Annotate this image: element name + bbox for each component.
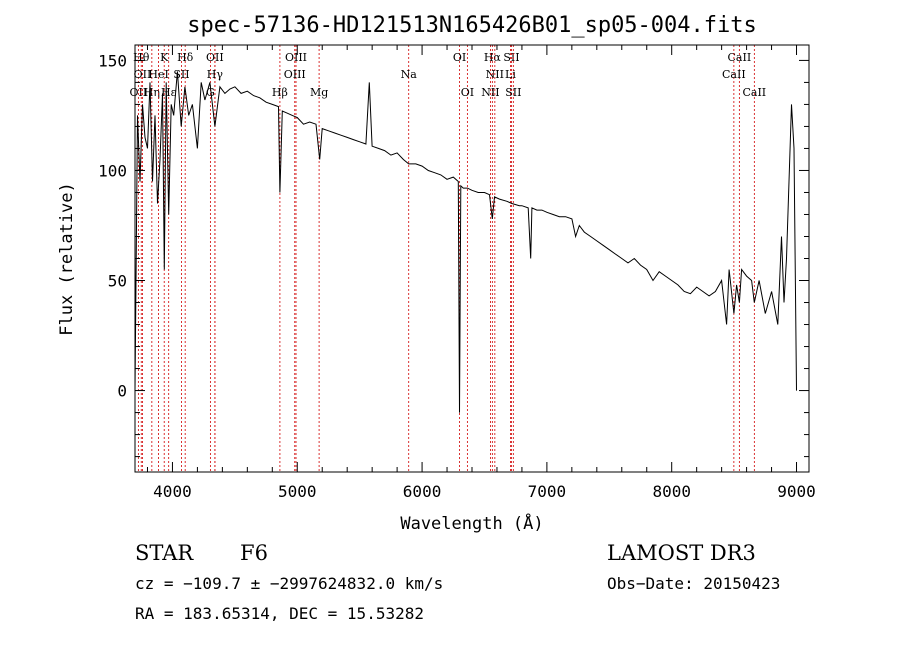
marker-label-6: Hε — [161, 86, 177, 99]
marker-label-10: Hγ — [207, 68, 224, 81]
marker-label-16: Na — [401, 68, 418, 81]
marker-label-12: Hβ — [272, 86, 288, 99]
coordinates: RA = 183.65314, DEC = 15.53282 — [135, 604, 424, 623]
marker-label-14: OIII — [284, 68, 306, 81]
marker-label-26: CaII — [722, 68, 746, 81]
spectrum-line — [134, 71, 797, 413]
x-axis-ticks: 4000 5000 6000 7000 8000 9000 — [146, 45, 816, 501]
marker-label-25: CaII — [728, 51, 752, 64]
y-tick-label-2: 100 — [98, 161, 127, 180]
marker-label-24: SII — [505, 86, 521, 99]
x-tick-label-1: 5000 — [278, 482, 317, 501]
survey-name: LAMOST DR3 — [607, 541, 756, 565]
redshift-info: cz = −109.7 ± −2997624832.0 km/s — [135, 574, 443, 593]
marker-label-18: OI — [461, 86, 474, 99]
marker-label-13: OIII — [285, 51, 307, 64]
chart-title: spec-57136-HD121513N165426B01_sp05-004.f… — [187, 13, 757, 38]
observation-date: Obs−Date: 20150423 — [607, 574, 780, 593]
object-class: STAR — [135, 541, 194, 565]
marker-label-19: Hα — [484, 51, 502, 64]
marker-label-21: NII — [486, 68, 504, 81]
object-subclass: F6 — [240, 541, 268, 565]
plot-frame — [134, 44, 810, 473]
marker-label-15: Mg — [310, 86, 328, 99]
marker-label-1: Hθ — [133, 51, 150, 64]
y-tick-label-1: 50 — [108, 272, 127, 291]
x-tick-label-5: 9000 — [777, 482, 816, 501]
marker-label-17: OI — [453, 51, 466, 64]
marker-label-4: K — [160, 51, 169, 64]
marker-label-7: Hδ — [177, 51, 194, 64]
y-tick-label-0: 0 — [117, 382, 127, 401]
x-axis-label: Wavelength (Å) — [400, 512, 543, 534]
marker-label-11: G — [206, 86, 215, 99]
marker-label-2: OII — [134, 68, 152, 81]
spectrum-series — [134, 71, 797, 413]
y-tick-label-3: 150 — [98, 51, 127, 70]
marker-label-27: CaII — [742, 86, 766, 99]
marker-label-8: SII — [173, 68, 189, 81]
y-axis-ticks: 0 50 100 150 — [98, 51, 809, 458]
marker-label-3: Hη — [144, 86, 160, 99]
x-tick-label-2: 6000 — [403, 482, 442, 501]
x-tick-label-4: 8000 — [652, 482, 691, 501]
y-axis-label: Flux (relative) — [57, 182, 77, 336]
x-tick-label-0: 4000 — [153, 482, 192, 501]
marker-label-20: SII — [503, 51, 519, 64]
marker-label-23: NII — [481, 86, 499, 99]
marker-label-5: HeI — [148, 68, 168, 81]
x-tick-label-3: 7000 — [528, 482, 567, 501]
marker-label-22: Li — [505, 68, 516, 81]
